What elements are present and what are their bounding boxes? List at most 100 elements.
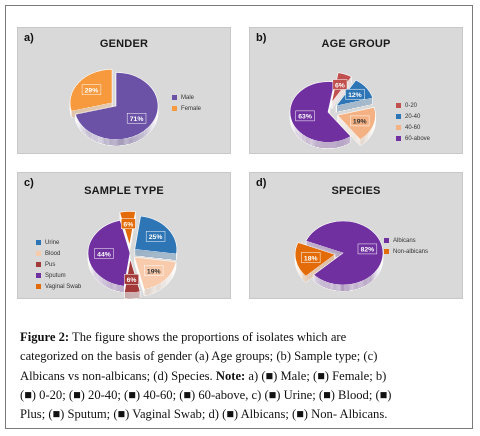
caption-text: The figure shows the proportions of isol… <box>72 330 347 344</box>
data-label-text: 44% <box>97 251 111 258</box>
data-label-sputum: 44% <box>94 248 114 259</box>
legend-label: 0-20 <box>405 102 418 109</box>
gender-pie-chart: 71% 29% <box>69 69 159 146</box>
legend-swatch <box>396 103 401 108</box>
data-label-female: 29% <box>81 84 102 95</box>
legend: Urine Blood Pus Sputum Vaginal Swab <box>36 237 81 292</box>
panel-letter: a) <box>24 32 34 44</box>
panel-title: AGE GROUP <box>321 38 391 50</box>
data-label-box <box>94 248 114 259</box>
caption-line: (■) 0-20; (■) 20-40; (■) 40-60; (■) 60-a… <box>20 387 392 402</box>
legend-item-40-60: 40-60 <box>396 122 430 133</box>
data-label-albicans: 82% <box>357 243 378 255</box>
legend-label: Sputum <box>45 272 66 279</box>
panel-letter: b) <box>256 32 267 44</box>
caption-text: Albicans vs non-albicans; (d) Species. <box>20 368 213 383</box>
caption-line: categorized on the basis of gender (a) A… <box>20 349 378 364</box>
legend-swatch <box>384 249 389 254</box>
legend: Albicans Non-albicans <box>384 235 428 257</box>
caption-line: Plus; (■) Sputum; (■) Vaginal Swab; d) (… <box>20 407 388 422</box>
legend-label: Pus <box>45 261 56 268</box>
legend: Male Female <box>172 92 201 114</box>
legend-label: Male <box>181 94 195 101</box>
sample-type-pie-chart: 25% 19% 6% 44% 6% <box>87 211 178 299</box>
data-label-text: 12% <box>348 92 362 99</box>
legend-label: 40-60 <box>405 124 421 131</box>
data-label-vaginal-swab: 6% <box>120 218 136 229</box>
panel-title: SAMPLE TYPE <box>84 185 164 197</box>
figure-caption: Figure 2: The figure shows the proportio… <box>20 328 466 424</box>
legend-item-male: Male <box>172 92 201 103</box>
sample-type-panel: c) SAMPLE TYPE 25% 19% 6% 44% 6% Urine Blood P… <box>17 172 231 299</box>
data-label-box <box>350 115 370 127</box>
caption-line: Figure 2: The figure shows the proportio… <box>20 328 466 347</box>
panel-letter: c) <box>24 177 34 189</box>
panel-title: SPECIES <box>331 185 381 197</box>
pie-slice-albicans <box>305 220 384 286</box>
data-label-text: 63% <box>298 114 312 121</box>
data-label-text: 6% <box>123 222 133 229</box>
data-label-box <box>120 218 136 229</box>
data-label-text: 6% <box>335 82 345 89</box>
age-group-pie-chart: 6%12% 19% 63% <box>289 72 376 149</box>
data-label-blood: 19% <box>144 265 164 276</box>
data-label-text: 19% <box>147 268 161 275</box>
figure-frame: a) GENDER 71% 29% Male Female b) AGE GROUP… <box>5 5 473 429</box>
legend-swatch <box>396 114 401 119</box>
data-label-pus: 6% <box>124 274 139 285</box>
legend-swatch <box>396 136 401 141</box>
legend-item-20-40: 20-40 <box>396 111 430 122</box>
panel-letter: d) <box>256 177 267 189</box>
data-label-box <box>144 265 164 276</box>
data-label-40-60: 19% <box>350 115 370 127</box>
legend-label: Non-albicans <box>393 248 429 255</box>
legend-label: 20-40 <box>405 113 421 120</box>
legend-item-female: Female <box>172 103 201 114</box>
data-label-box <box>81 84 102 95</box>
legend-item-pus: Pus <box>36 259 81 270</box>
legend-swatch <box>384 238 389 243</box>
data-label-box <box>145 231 166 242</box>
legend-label: Female <box>181 105 202 112</box>
legend-swatch <box>172 106 177 111</box>
legend-item-sputum: Sputum <box>36 270 81 281</box>
legend-label: Urine <box>45 239 60 246</box>
data-label-text: 82% <box>361 247 375 254</box>
data-label-non-albicans: 18% <box>301 252 321 263</box>
legend-item-albicans: Albicans <box>384 235 428 246</box>
data-label-box <box>126 113 147 124</box>
species-panel: d) SPECIES 82% 18% Albicans Non-albicans <box>249 172 463 299</box>
data-label-20-40: 12% <box>345 88 365 100</box>
legend-item-60-above: 60-above <box>396 133 430 144</box>
data-label-text: 6% <box>127 277 137 284</box>
legend-swatch <box>36 273 41 278</box>
legend-item-0-20: 0-20 <box>396 100 430 111</box>
data-label-box <box>124 274 139 285</box>
caption-line: Albicans vs non-albicans; (d) Species. N… <box>20 367 466 386</box>
data-label-urine: 25% <box>145 231 166 242</box>
data-label-0-20: 6% <box>332 79 348 90</box>
legend-label: Albicans <box>393 237 416 244</box>
legend-swatch <box>396 125 401 130</box>
legend-item-non-albicans: Non-albicans <box>384 246 428 257</box>
age-group-panel: b) AGE GROUP 6% 12% 19% 63% 0-20 20-40 40-60 6… <box>249 27 463 154</box>
data-label-box <box>332 79 348 90</box>
data-label-box <box>295 110 315 122</box>
data-label-box <box>301 252 321 263</box>
data-label-male: 71% <box>126 113 147 124</box>
note-label: Note: <box>215 368 246 383</box>
pie-slice-60-above <box>289 81 352 143</box>
data-label-text: 25% <box>149 234 163 241</box>
legend: 0-20 20-40 40-60 60-above <box>396 100 430 144</box>
data-label-box <box>357 243 378 255</box>
legend-item-blood: Blood <box>36 248 81 259</box>
species-pie-chart: 82% 18% <box>294 220 384 292</box>
legend-label: Vaginal Swab <box>45 283 82 290</box>
legend-swatch <box>36 240 41 245</box>
legend-item-vaginal-swab: Vaginal Swab <box>36 281 81 292</box>
legend-item-urine: Urine <box>36 237 81 248</box>
gender-panel: a) GENDER 71% 29% Male Female <box>17 27 231 154</box>
data-label-text: 19% <box>353 119 367 126</box>
legend-label: 60-above <box>405 135 431 142</box>
legend-swatch <box>36 251 41 256</box>
